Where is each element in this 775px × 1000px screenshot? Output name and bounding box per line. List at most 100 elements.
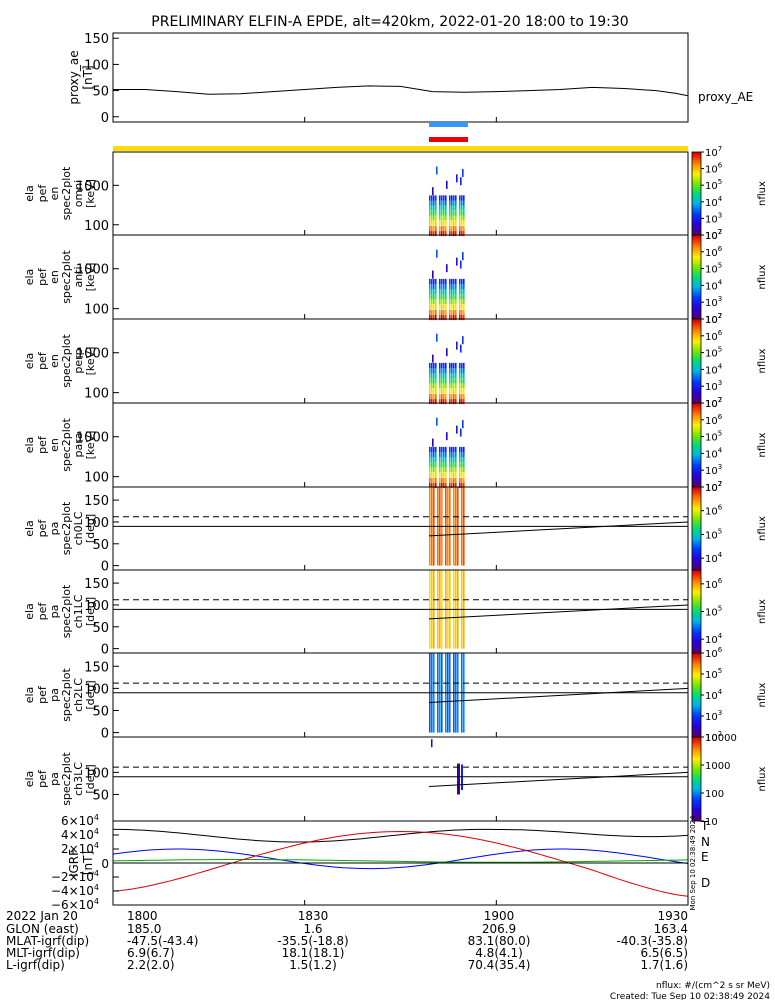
colorbar-segment [692, 626, 701, 629]
colorbar-segment [692, 703, 701, 706]
spectrogram-cell [433, 210, 435, 216]
spectrogram-cell [459, 215, 461, 221]
spectrogram-cell [451, 388, 453, 394]
spectrogram-cell [435, 200, 437, 206]
energy-panel-frame [112, 402, 689, 488]
spectrogram-cell [445, 220, 447, 226]
spectrogram-cell [435, 367, 437, 374]
colorbar-segment [692, 327, 701, 330]
panel-ylabel-line: ela [23, 603, 36, 620]
spectrogram-cell [436, 333, 438, 342]
colorbar-segment [692, 638, 701, 642]
spectrogram-cell [453, 393, 455, 400]
spectrogram-cell [455, 462, 457, 468]
colorbar-segment [692, 812, 701, 816]
spectrogram-cell [455, 367, 457, 374]
footer-row-label: MLT-igrf(dip) [6, 946, 80, 960]
colorbar-segment [692, 256, 701, 259]
colorbar-segment [692, 459, 701, 463]
colorbar-segment [692, 154, 701, 157]
spectrogram-cell [451, 215, 453, 221]
panel-ylabel-line: ch1LC [72, 594, 85, 628]
colorbar-segment [692, 447, 701, 450]
colorbar-segment [692, 611, 701, 615]
colorbar-segment [692, 449, 701, 452]
spectrogram-cell [461, 383, 463, 389]
colorbar-tick-label: 106 [705, 162, 723, 176]
spectrogram-cell [433, 304, 435, 310]
spectrogram-cell [445, 383, 447, 389]
spectrogram-cell [433, 378, 435, 384]
spectrogram-cell [451, 477, 453, 484]
spectrogram-cell [435, 294, 437, 300]
spectrogram-cell [461, 288, 463, 295]
spectrogram-cell [443, 462, 445, 468]
footer-row-value: 6.5(6.5) [640, 946, 688, 960]
colorbar-tick-label: 1000 [705, 761, 730, 772]
spectrogram-cell [456, 257, 458, 266]
spectrogram-cell [431, 205, 433, 211]
colorbar-tick-label: 106 [705, 329, 723, 343]
spectrogram-cell [453, 278, 455, 285]
spectrogram-cell [455, 398, 457, 405]
colorbar-segment [692, 802, 701, 805]
colorbar-segment [692, 745, 701, 748]
spectrogram-cell [459, 388, 461, 394]
spectrogram-cell [449, 230, 451, 237]
spectrogram-cell [435, 230, 437, 237]
colorbar-tick-label: 102 [705, 312, 722, 326]
colorbar-segment [692, 671, 701, 675]
spectrogram-cell [441, 378, 443, 384]
colorbar-segment [692, 688, 701, 692]
spectrogram-cell [459, 462, 461, 468]
spectrogram-cell [459, 398, 461, 405]
pa-ytick-label: 0 [101, 727, 109, 742]
spectrogram-cell [439, 200, 441, 206]
colorbar-segment [692, 369, 701, 372]
spectrogram-cell [451, 226, 453, 232]
colorbar-segment [692, 426, 701, 429]
spectrogram-cell [453, 451, 455, 458]
colorbar-segment [692, 274, 701, 278]
spectrogram-cell [429, 477, 431, 484]
loss-cone-line [428, 521, 689, 537]
spectrogram-cell [429, 278, 431, 285]
spectrogram-cell [451, 195, 453, 201]
colorbar-segment [692, 484, 701, 488]
spectrogram-cell [429, 299, 431, 305]
colorbar-segment [692, 776, 701, 780]
spectrogram-cell [441, 283, 443, 290]
spectrogram-cell [449, 472, 451, 478]
colorbar-segment [692, 226, 701, 230]
spectrogram-cell [463, 388, 465, 394]
colorbar-frame [691, 736, 702, 822]
colorbar-segment [692, 774, 701, 778]
spectrogram-cell [433, 446, 435, 453]
footer-row-label: MLAT-igrf(dip) [6, 934, 89, 948]
panel-ylabel-line: ela [23, 687, 36, 704]
spectrogram-cell [441, 288, 443, 295]
spectrogram-cell [453, 314, 455, 321]
colorbar-segment [692, 191, 701, 194]
spectrogram-cell [453, 294, 455, 300]
spectrogram-cell [432, 354, 434, 363]
spectrogram-cell [435, 378, 437, 384]
pa-panel-frame [112, 486, 689, 571]
colorbar-segment [692, 607, 701, 610]
footer-row-value: 163.4 [654, 922, 688, 936]
colorbar-segment [692, 214, 701, 217]
panel-ylabel-line: ch3LC [72, 762, 85, 796]
colorbar-segment [692, 340, 701, 343]
spectrogram-cell [451, 230, 453, 237]
energy-panel-frame [112, 234, 689, 320]
colorbar-segment [692, 235, 701, 238]
colorbar-segment [692, 783, 701, 786]
spectrogram-cell [433, 482, 435, 489]
spectrogram-cell [461, 304, 463, 310]
colorbar-segment [692, 516, 701, 519]
spectrogram-cell [435, 451, 437, 458]
spectrogram-cell [449, 393, 451, 400]
igrf-legend-N: N [701, 835, 710, 849]
footer-row-value: 1.6 [303, 922, 322, 936]
